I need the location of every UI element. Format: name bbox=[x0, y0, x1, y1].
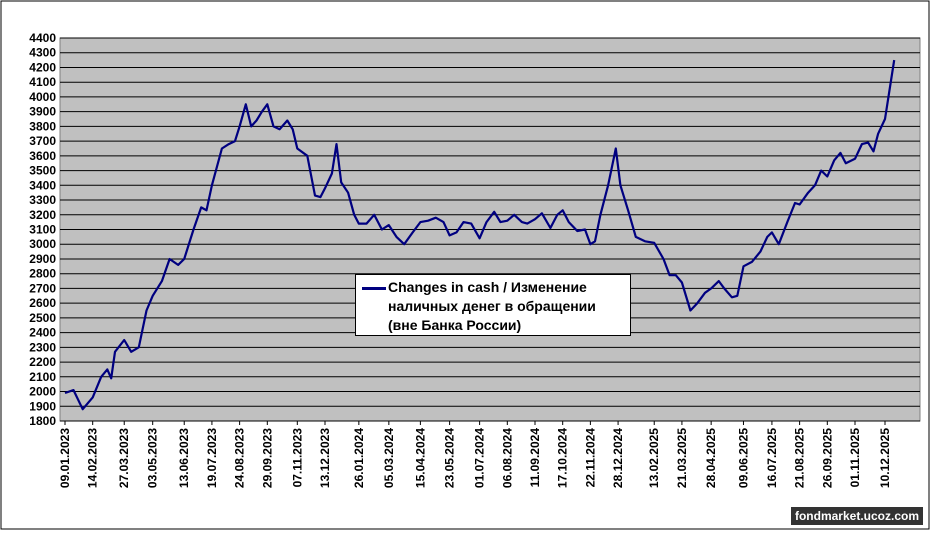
x-tick-label: 14.02.2023 bbox=[86, 428, 100, 488]
x-tick-label: 21.08.2025 bbox=[793, 428, 807, 488]
x-tick-label: 03.05.2023 bbox=[146, 428, 160, 488]
y-tick-label: 2500 bbox=[29, 311, 56, 325]
y-tick-label: 3600 bbox=[29, 149, 56, 163]
x-tick-label: 26.09.2025 bbox=[820, 428, 834, 488]
y-tick-label: 2100 bbox=[29, 370, 56, 384]
legend-label: Changes in cash / Изменение наличных ден… bbox=[388, 279, 596, 333]
y-tick-label: 3700 bbox=[29, 134, 56, 148]
x-tick-label: 11.09.2024 bbox=[528, 428, 542, 488]
y-tick-label: 1800 bbox=[29, 414, 56, 428]
y-tick-label: 2000 bbox=[29, 385, 56, 399]
x-tick-label: 28.04.2025 bbox=[704, 428, 718, 488]
y-tick-label: 4200 bbox=[29, 60, 56, 74]
y-tick-label: 4400 bbox=[29, 31, 56, 45]
x-tick-label: 29.09.2023 bbox=[260, 428, 274, 488]
x-tick-label: 28.12.2024 bbox=[611, 428, 625, 488]
y-tick-label: 3900 bbox=[29, 105, 56, 119]
y-tick-label: 2800 bbox=[29, 267, 56, 281]
y-tick-label: 3200 bbox=[29, 208, 56, 222]
x-tick-label: 23.05.2024 bbox=[443, 428, 457, 488]
x-tick-label: 01.07.2024 bbox=[473, 428, 487, 488]
x-tick-label: 22.11.2024 bbox=[583, 428, 597, 488]
x-tick-label: 13.02.2025 bbox=[647, 428, 661, 488]
x-tick-label: 09.06.2025 bbox=[736, 428, 750, 488]
watermark: fondmarket.ucoz.com bbox=[790, 507, 923, 525]
y-tick-label: 2200 bbox=[29, 355, 56, 369]
y-tick-label: 2600 bbox=[29, 296, 56, 310]
x-tick-label: 17.10.2024 bbox=[556, 428, 570, 488]
y-tick-label: 4000 bbox=[29, 90, 56, 104]
y-tick-label: 3100 bbox=[29, 223, 56, 237]
x-tick-label: 13.12.2023 bbox=[318, 428, 332, 488]
x-tick-label: 13.06.2023 bbox=[177, 428, 191, 488]
legend: Changes in cash / Изменение наличных ден… bbox=[355, 274, 631, 336]
y-tick-label: 2900 bbox=[29, 252, 56, 266]
y-tick-label: 2300 bbox=[29, 340, 56, 354]
x-tick-label: 06.08.2024 bbox=[500, 428, 514, 488]
x-tick-label: 05.03.2024 bbox=[382, 428, 396, 488]
x-tick-label: 21.03.2025 bbox=[675, 428, 689, 488]
legend-swatch bbox=[362, 287, 386, 290]
x-tick-label: 09.01.2023 bbox=[58, 428, 72, 488]
series-line bbox=[64, 59, 896, 411]
y-tick-label: 3300 bbox=[29, 193, 56, 207]
x-tick-label: 01.11.2025 bbox=[848, 428, 862, 488]
y-tick-label: 2400 bbox=[29, 326, 56, 340]
y-tick-label: 2700 bbox=[29, 281, 56, 295]
y-tick-label: 1900 bbox=[29, 399, 56, 413]
y-tick-label: 3400 bbox=[29, 178, 56, 192]
x-tick-label: 24.08.2023 bbox=[233, 428, 247, 488]
x-tick-label: 16.07.2025 bbox=[765, 428, 779, 488]
x-tick-label: 27.03.2023 bbox=[117, 428, 131, 488]
x-tick-label: 26.01.2024 bbox=[352, 428, 366, 488]
x-tick-label: 07.11.2023 bbox=[290, 428, 304, 488]
x-tick-label: 10.12.2025 bbox=[878, 428, 892, 488]
y-tick-label: 3800 bbox=[29, 119, 56, 133]
y-tick-label: 3000 bbox=[29, 237, 56, 251]
y-tick-label: 3500 bbox=[29, 164, 56, 178]
y-tick-label: 4100 bbox=[29, 75, 56, 89]
x-tick-label: 19.07.2023 bbox=[205, 428, 219, 488]
y-tick-label: 4300 bbox=[29, 46, 56, 60]
x-tick-label: 15.04.2024 bbox=[413, 428, 427, 488]
